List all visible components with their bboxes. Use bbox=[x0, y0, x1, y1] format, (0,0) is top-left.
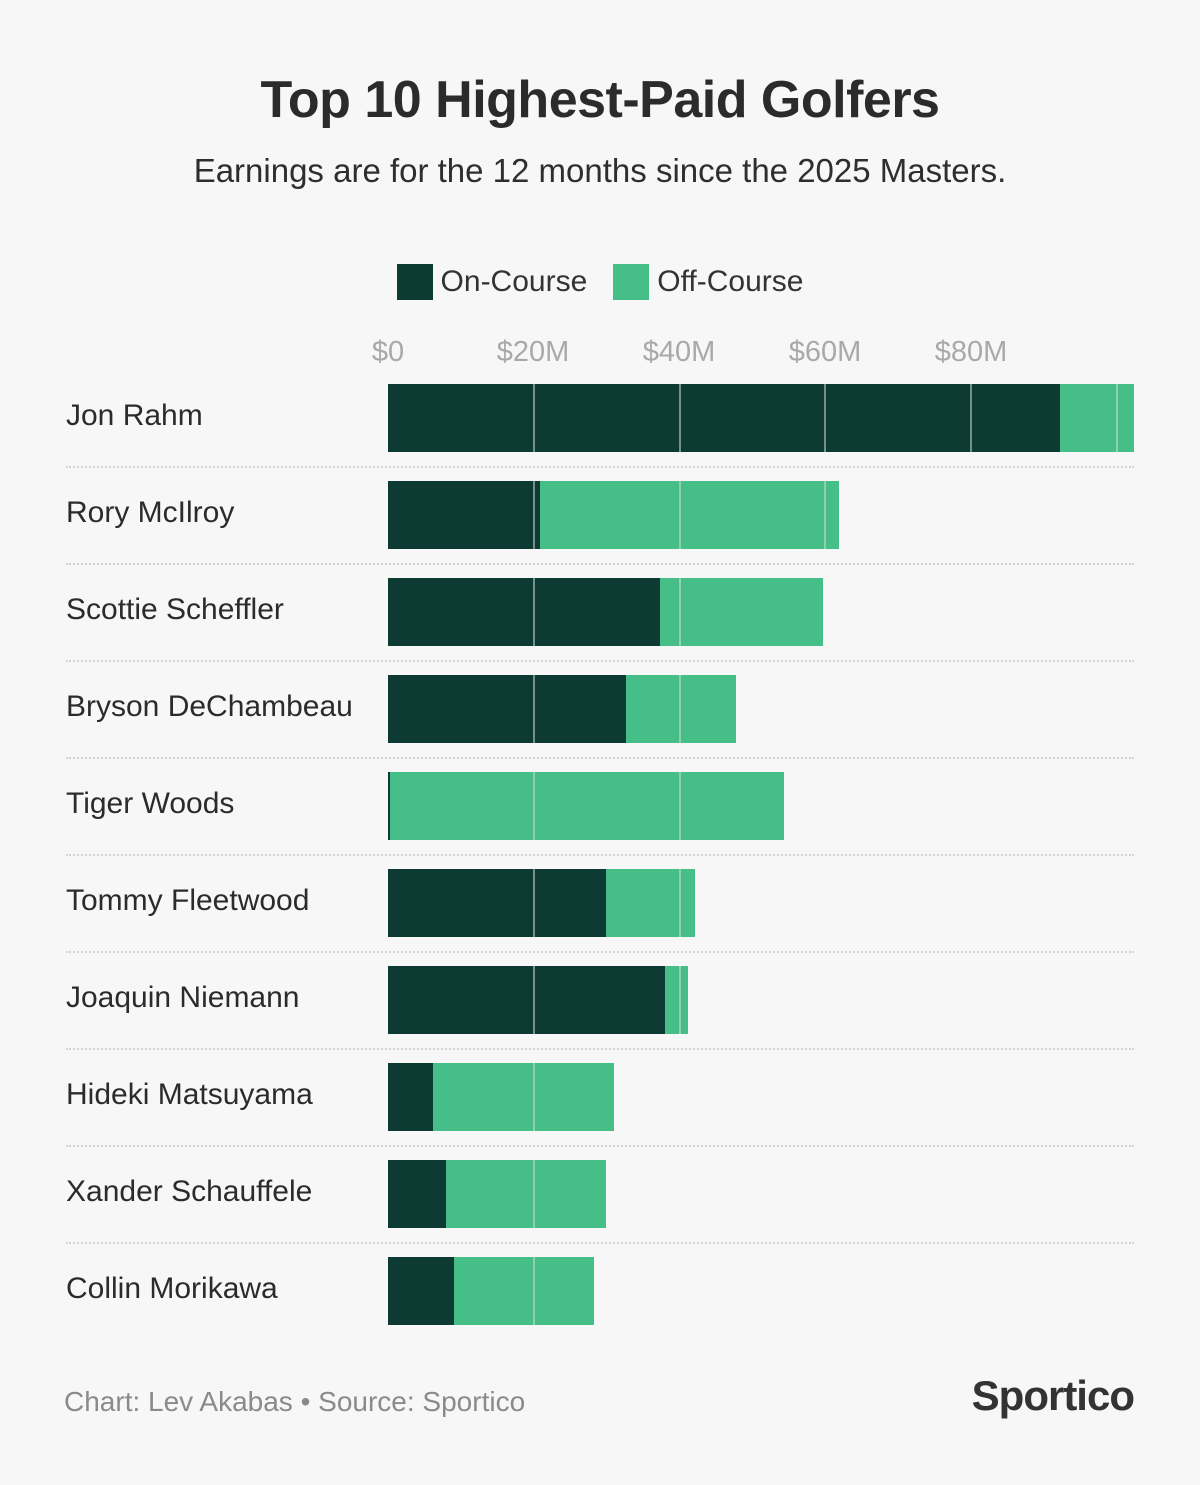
source-credit: Chart: Lev Akabas • Source: Sportico bbox=[64, 1386, 526, 1417]
golfer-name: Collin Morikawa bbox=[66, 1272, 278, 1305]
on-course-segment bbox=[388, 481, 541, 549]
on-course-segment bbox=[388, 384, 1061, 452]
axis-tick: $20M bbox=[496, 336, 570, 368]
off-course-segment bbox=[540, 481, 840, 549]
golfer-name: Hideki Matsuyama bbox=[66, 1078, 313, 1111]
off-course-segment bbox=[659, 578, 824, 646]
off-course-segment bbox=[605, 869, 695, 937]
off-course-segment bbox=[433, 1063, 614, 1131]
golfer-name: Xander Schauffele bbox=[66, 1175, 313, 1208]
stacked-bar bbox=[388, 772, 784, 840]
axis-tick: $60M bbox=[788, 336, 862, 368]
off-course-segment bbox=[446, 1160, 606, 1228]
off-course-segment bbox=[390, 772, 784, 840]
legend-item-on-course: On-Course bbox=[396, 264, 588, 300]
chart-subtitle: Earnings are for the 12 months since the… bbox=[193, 152, 1007, 189]
legend-label: Off-Course bbox=[657, 265, 804, 298]
row-divider bbox=[66, 466, 1134, 468]
on-course-segment bbox=[388, 966, 666, 1034]
row-divider bbox=[66, 1242, 1134, 1244]
row-divider bbox=[66, 854, 1134, 856]
brand-logo: Sportico bbox=[971, 1372, 1135, 1419]
stacked-bar bbox=[388, 869, 695, 937]
off-course-segment bbox=[625, 675, 736, 743]
stacked-bar bbox=[388, 578, 824, 646]
row-divider bbox=[66, 1145, 1134, 1147]
legend: On-Course Off-Course bbox=[0, 264, 1200, 300]
row-divider bbox=[66, 660, 1134, 662]
golfer-name: Tommy Fleetwood bbox=[66, 884, 310, 917]
off-course-swatch-icon bbox=[613, 264, 650, 300]
row-divider bbox=[66, 1048, 1134, 1050]
golfer-name: Tiger Woods bbox=[66, 787, 235, 820]
legend-label: On-Course bbox=[440, 265, 588, 298]
off-course-segment bbox=[454, 1257, 595, 1325]
row-divider bbox=[66, 757, 1134, 759]
golfer-name: Joaquin Niemann bbox=[66, 981, 300, 1014]
on-course-segment bbox=[388, 1063, 434, 1131]
golfer-name: Bryson DeChambeau bbox=[66, 690, 353, 723]
on-course-segment bbox=[388, 1257, 455, 1325]
golfer-name: Jon Rahm bbox=[66, 399, 203, 432]
stacked-bar bbox=[388, 384, 1134, 452]
off-course-segment bbox=[665, 966, 688, 1034]
stacked-bar bbox=[388, 1063, 614, 1131]
on-course-segment bbox=[388, 869, 606, 937]
off-course-segment bbox=[1060, 384, 1134, 452]
stacked-bar bbox=[388, 966, 688, 1034]
on-course-segment bbox=[388, 675, 626, 743]
row-divider bbox=[66, 951, 1134, 953]
chart-title: Top 10 Highest-Paid Golfers bbox=[260, 71, 940, 129]
golfer-name: Rory McIlroy bbox=[66, 496, 235, 529]
stacked-bar bbox=[388, 481, 840, 549]
stacked-bar bbox=[388, 1160, 606, 1228]
golfer-name: Scottie Scheffler bbox=[66, 593, 284, 626]
legend-item-off-course: Off-Course bbox=[613, 264, 803, 300]
stacked-bar bbox=[388, 675, 736, 743]
axis-tick: $0 bbox=[371, 336, 405, 368]
axis-tick: $40M bbox=[642, 336, 716, 368]
stacked-bar bbox=[388, 1257, 595, 1325]
row-divider bbox=[66, 563, 1134, 565]
axis-tick: $80M bbox=[934, 336, 1008, 368]
on-course-segment bbox=[388, 772, 391, 840]
on-course-segment bbox=[388, 1160, 447, 1228]
on-course-segment bbox=[388, 578, 660, 646]
on-course-swatch-icon bbox=[396, 264, 433, 300]
